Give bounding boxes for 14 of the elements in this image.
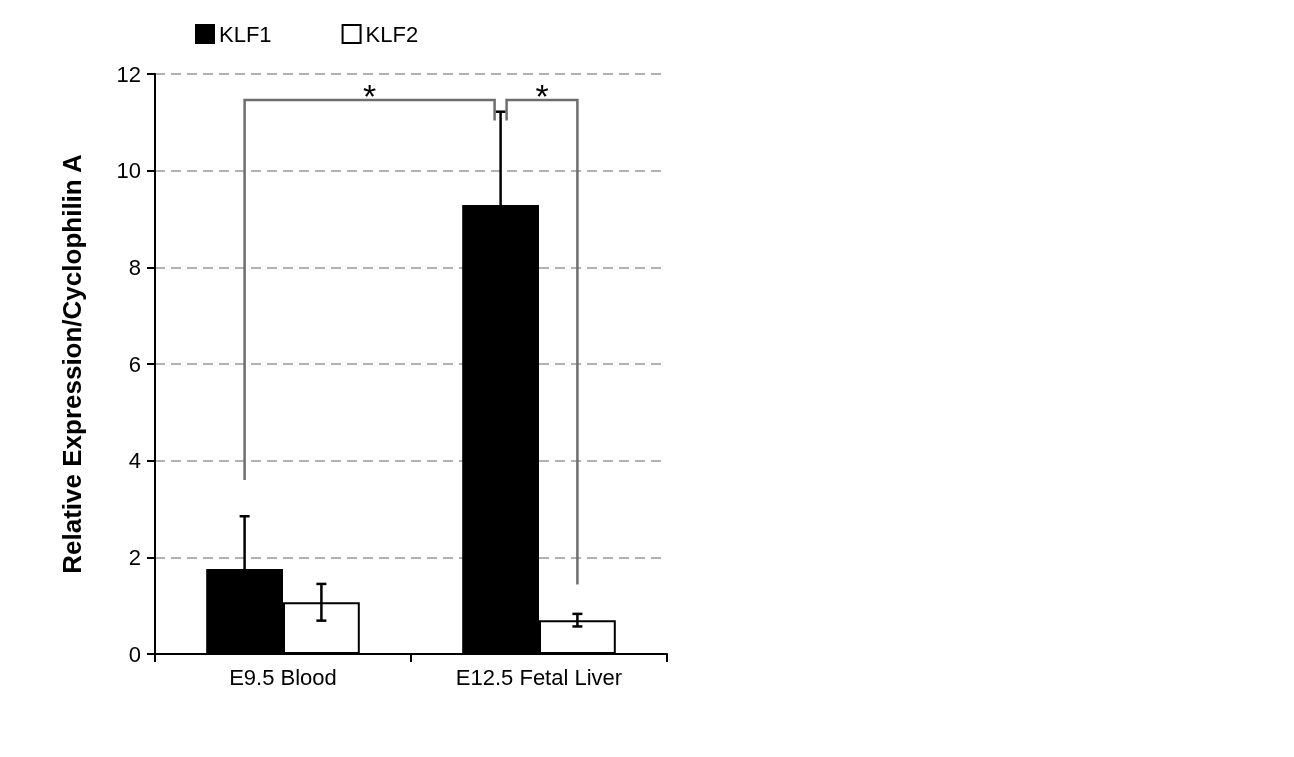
y-tick-label: 2	[128, 544, 141, 570]
y-axis-title: Relative Expression/Cyclophilin A	[57, 154, 87, 574]
y-tick-label: 6	[128, 351, 141, 377]
y-tick-label: 4	[128, 448, 141, 474]
annotation: *	[535, 77, 549, 116]
y-tick-label: 8	[128, 254, 141, 280]
y-tick-label: 10	[116, 158, 141, 184]
y-tick-label: 12	[116, 61, 141, 87]
x-tick-label: E12.5 Fetal Liver	[455, 664, 623, 690]
legend-label: KLF1	[219, 21, 272, 47]
y-tick-label: 0	[128, 641, 141, 667]
legend-label: KLF2	[365, 21, 419, 47]
x-tick-label: E9.5 Blood	[229, 664, 337, 690]
annotation: *	[362, 77, 377, 116]
